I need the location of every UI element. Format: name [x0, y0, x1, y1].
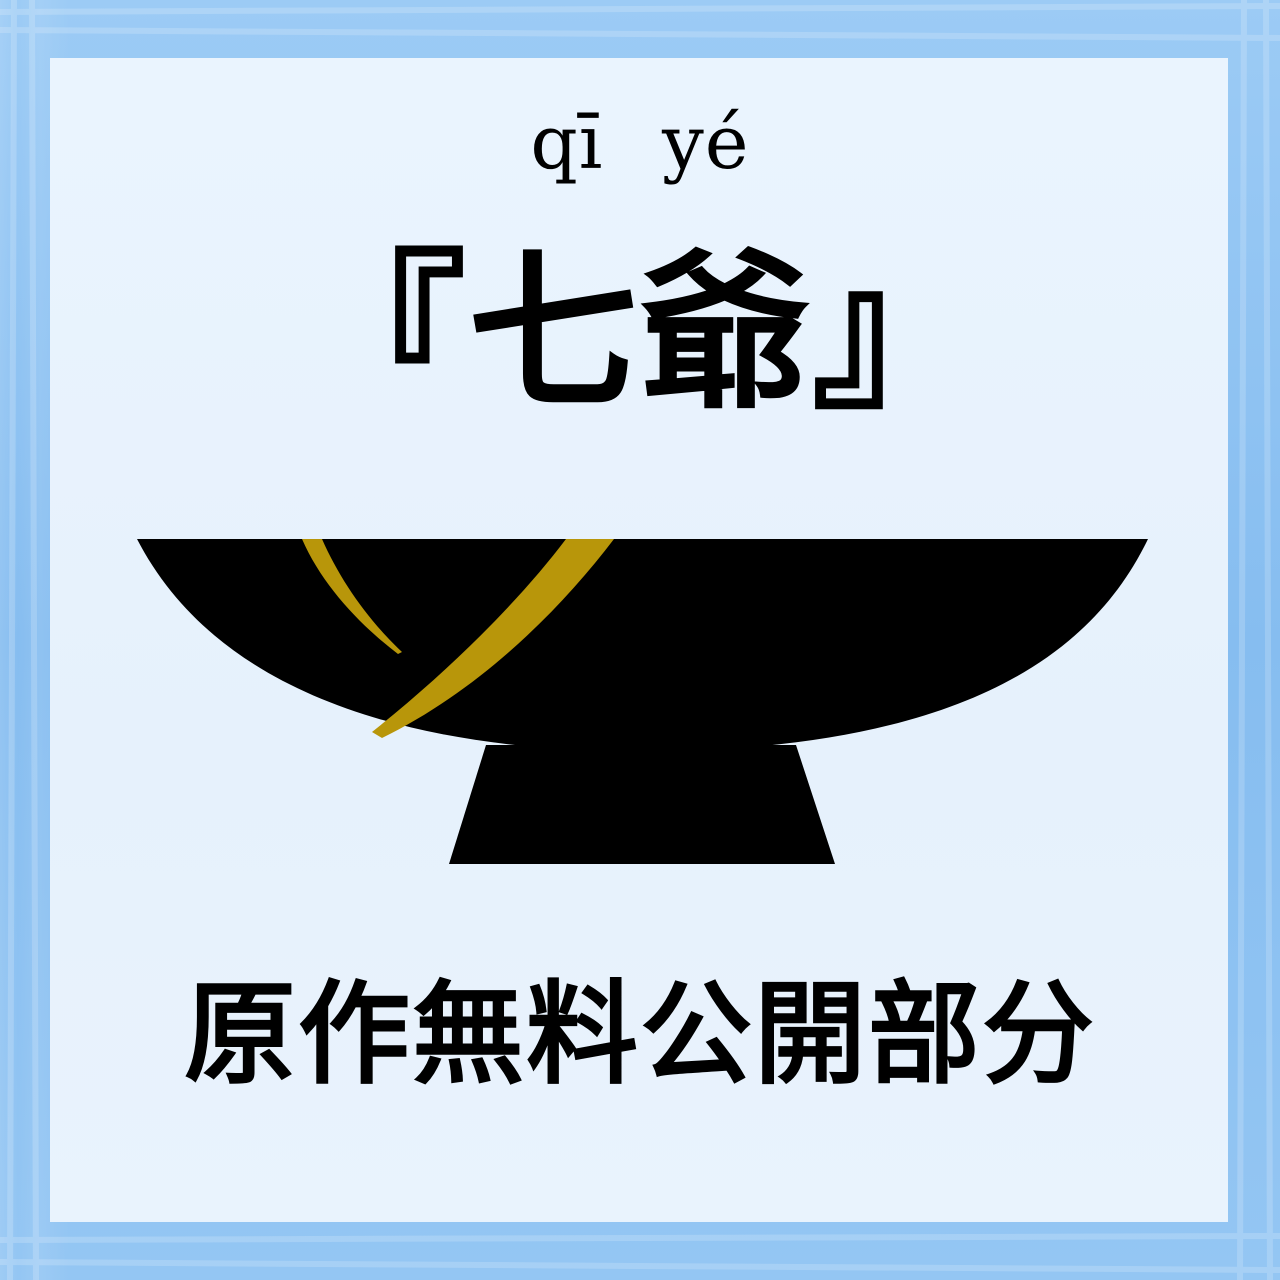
pinyin-reading: qī yé [530, 100, 750, 186]
gold-crack-small [302, 539, 402, 654]
bowl-body [137, 539, 1148, 752]
bowl-foot [449, 745, 835, 864]
gold-crack-large [372, 539, 614, 738]
page-title: 『七爺』 [295, 233, 984, 433]
caption-text: 原作無料公開部分 [184, 969, 1096, 1100]
